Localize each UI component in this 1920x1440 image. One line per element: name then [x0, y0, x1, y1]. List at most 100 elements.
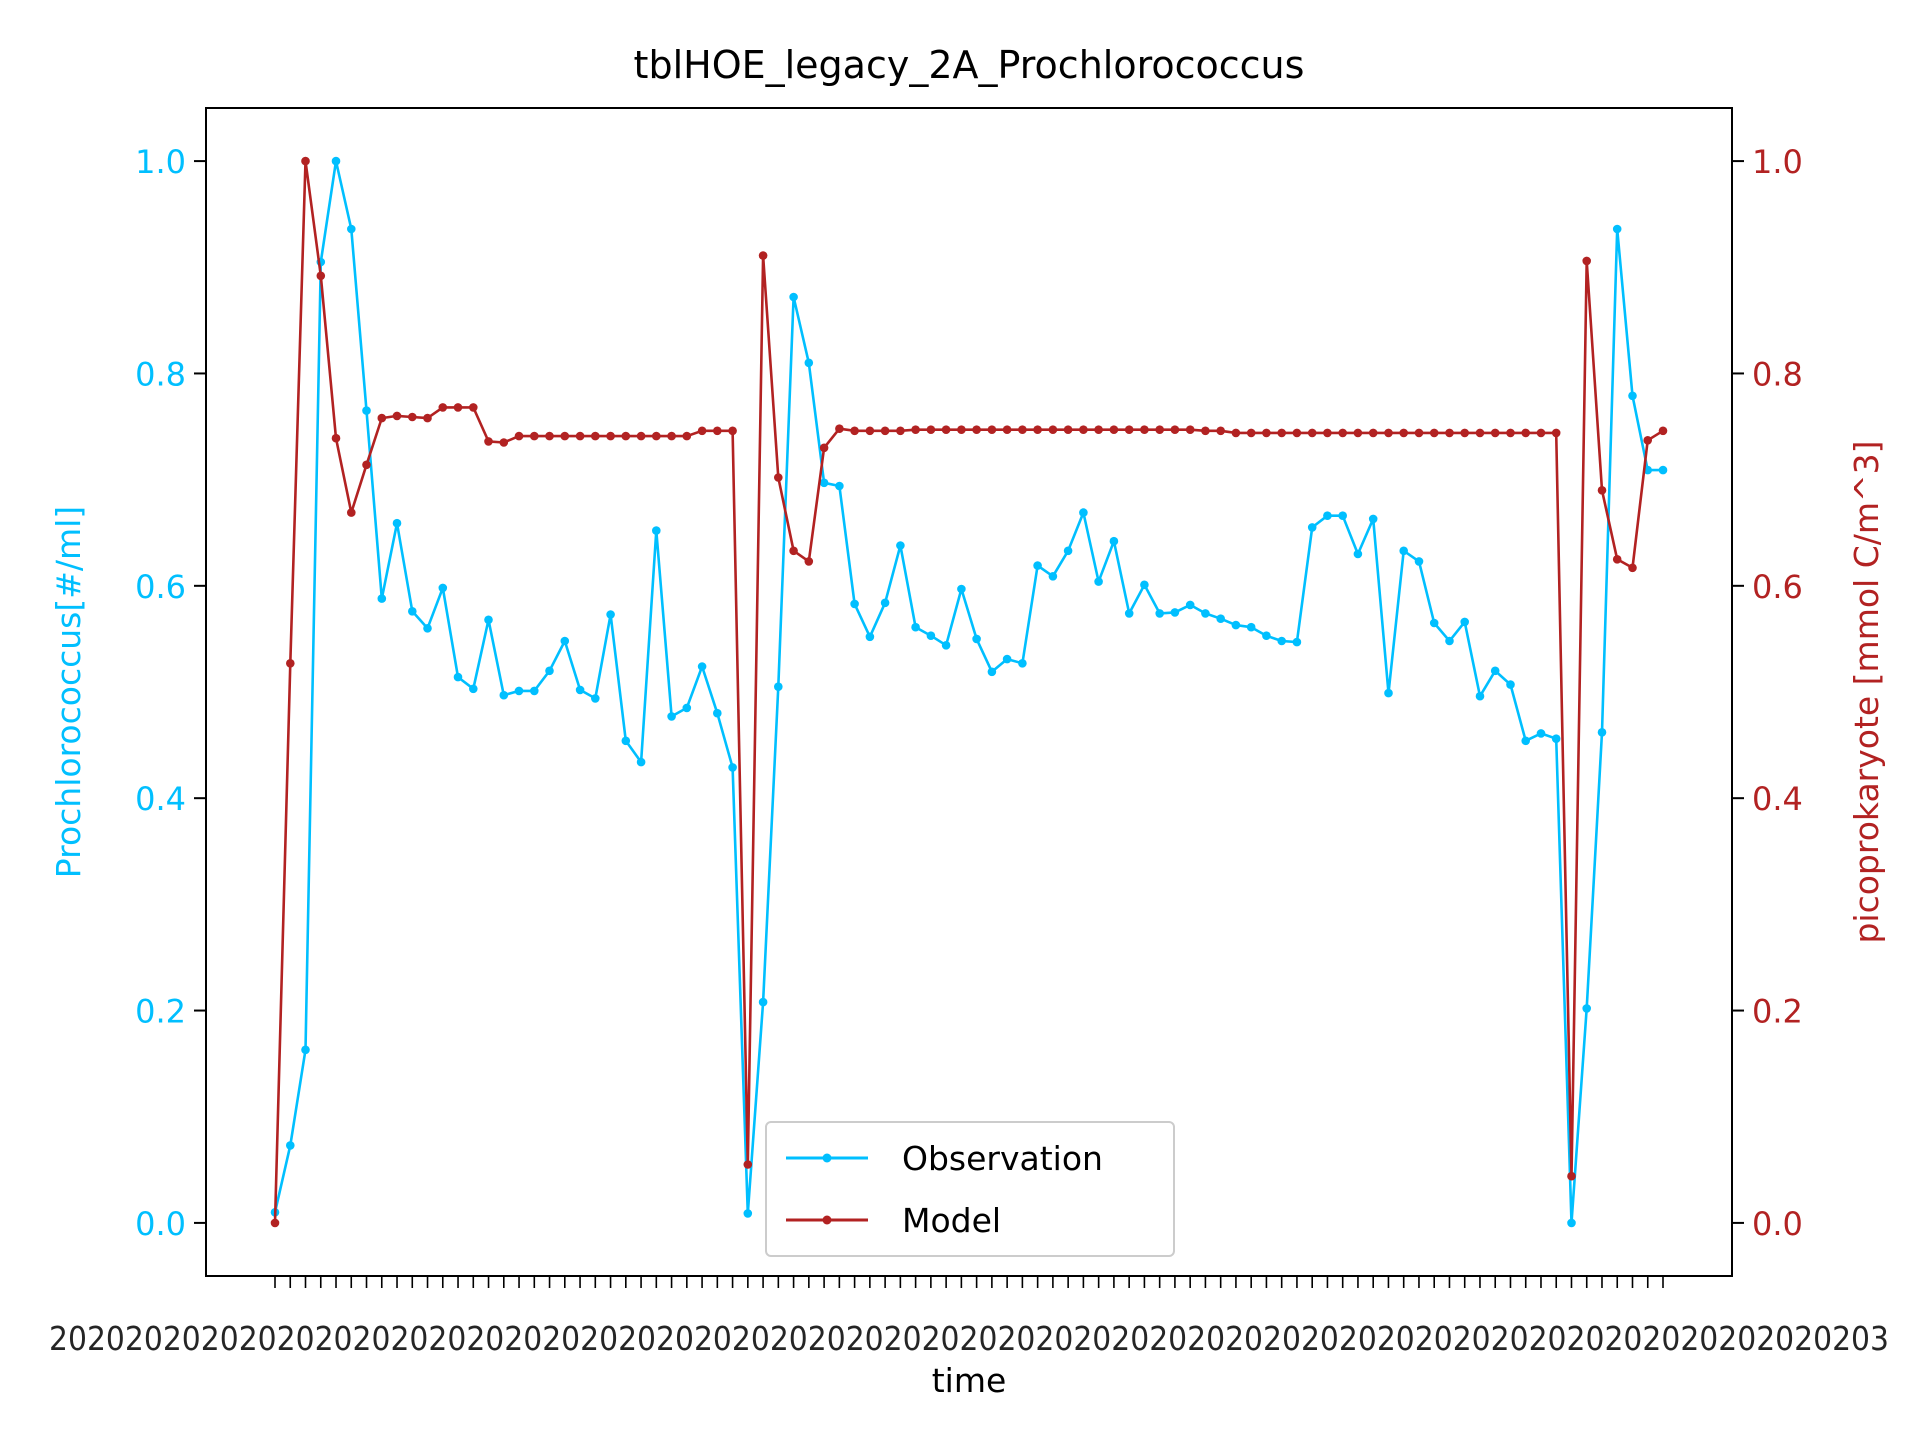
model-point: [1597, 486, 1607, 495]
observation-point: [987, 667, 997, 677]
x-axis-ticks: [274, 1276, 1664, 1288]
chart-title: tblHOE_legacy_2A_Prochlorococcus: [634, 43, 1305, 87]
observation-point: [1124, 609, 1134, 618]
observation-point: [408, 607, 417, 616]
series-observation: [270, 156, 1668, 1228]
observation-point: [1597, 728, 1607, 737]
series-model: [270, 156, 1668, 1228]
model-point: [530, 431, 539, 441]
model-point: [987, 425, 997, 435]
model-point: [1231, 428, 1241, 438]
model-point: [972, 425, 981, 435]
observation-point: [1384, 688, 1393, 698]
observation-point: [1292, 637, 1302, 647]
observation-point: [1048, 572, 1058, 581]
observation-point: [362, 406, 371, 415]
model-point: [957, 425, 966, 435]
model-point: [514, 431, 524, 441]
observation-point: [499, 690, 509, 700]
model-point: [1201, 426, 1210, 436]
observation-point: [1658, 465, 1668, 475]
observation-point: [286, 1141, 295, 1150]
observation-point: [972, 634, 981, 644]
model-point: [575, 431, 585, 441]
observation-point: [682, 703, 692, 713]
observation-point: [1323, 511, 1332, 520]
observation-point: [1307, 523, 1317, 532]
model-point: [926, 425, 936, 435]
observation-point: [1399, 546, 1408, 556]
observation-point: [530, 686, 539, 696]
model-point: [865, 426, 875, 436]
right-y-tick-label: 0.0: [1752, 1205, 1803, 1243]
observation-point: [636, 757, 646, 767]
right-y-axis: 0.0 0.2 0.4 0.6 0.8 1.0: [1732, 143, 1803, 1243]
observation-point: [911, 622, 920, 632]
observation-point: [1475, 691, 1485, 701]
model-point: [362, 460, 371, 470]
observation-point: [1262, 631, 1271, 640]
observation-point: [1002, 654, 1012, 664]
observation-point: [819, 478, 829, 488]
observation-point: [1170, 608, 1180, 617]
legend-model-marker: [822, 1215, 832, 1225]
observation-point: [606, 610, 615, 619]
left-y-tick-label: 0.4: [135, 780, 186, 818]
observation-point: [331, 156, 341, 166]
model-point: [1063, 425, 1073, 435]
model-point: [469, 403, 478, 412]
observation-point: [1490, 666, 1500, 676]
plot-frame: [205, 107, 1733, 1277]
observation-point: [1460, 617, 1469, 627]
model-point: [819, 443, 829, 453]
legend-observation-label: Observation: [902, 1139, 1103, 1178]
observation-point: [1521, 736, 1530, 746]
observation-point: [514, 686, 524, 696]
right-y-tick-label: 0.4: [1752, 780, 1803, 818]
model-point: [1262, 428, 1271, 438]
observation-point: [1612, 224, 1622, 234]
observation-line: [273, 159, 1663, 1225]
observation-point: [545, 666, 554, 676]
model-point: [728, 426, 737, 436]
model-point: [1643, 436, 1652, 445]
legend-box: [765, 1121, 1175, 1257]
model-point: [1445, 428, 1454, 438]
x-tick-labels-overlap: 2020202020202020202020202020202020202020…: [49, 1319, 1889, 1358]
observation-point: [1368, 514, 1378, 524]
model-point: [1521, 428, 1530, 438]
model-point: [1429, 428, 1439, 438]
model-point: [606, 431, 615, 441]
model-point: [1094, 425, 1103, 435]
model-point: [1582, 256, 1591, 266]
observation-point: [377, 594, 387, 603]
plot-area: 2020202020202020202020202020202020202020…: [49, 107, 1889, 1400]
left-y-tick-label: 0.2: [135, 993, 186, 1031]
model-point: [1292, 428, 1302, 438]
model-point: [1277, 428, 1286, 438]
observation-point: [713, 708, 722, 718]
model-point: [1002, 425, 1012, 435]
model-point: [423, 413, 432, 423]
model-point: [1018, 425, 1027, 435]
observation-point: [667, 712, 676, 721]
model-point: [1170, 425, 1180, 435]
model-point: [591, 431, 600, 441]
observation-point: [957, 584, 966, 594]
observation-point: [1155, 609, 1164, 618]
model-point: [804, 557, 814, 566]
left-y-tick-label: 0.0: [135, 1205, 186, 1243]
observation-point: [1414, 557, 1424, 566]
model-point: [499, 438, 509, 447]
observation-point: [804, 358, 814, 368]
model-point: [560, 431, 570, 441]
observation-point: [591, 694, 600, 703]
legend-observation-marker: [822, 1153, 832, 1163]
model-point: [1048, 425, 1058, 435]
model-point: [1124, 425, 1134, 435]
model-point: [1079, 425, 1088, 435]
observation-point: [1551, 734, 1561, 743]
model-point: [1246, 428, 1256, 438]
model-point: [270, 1218, 280, 1228]
